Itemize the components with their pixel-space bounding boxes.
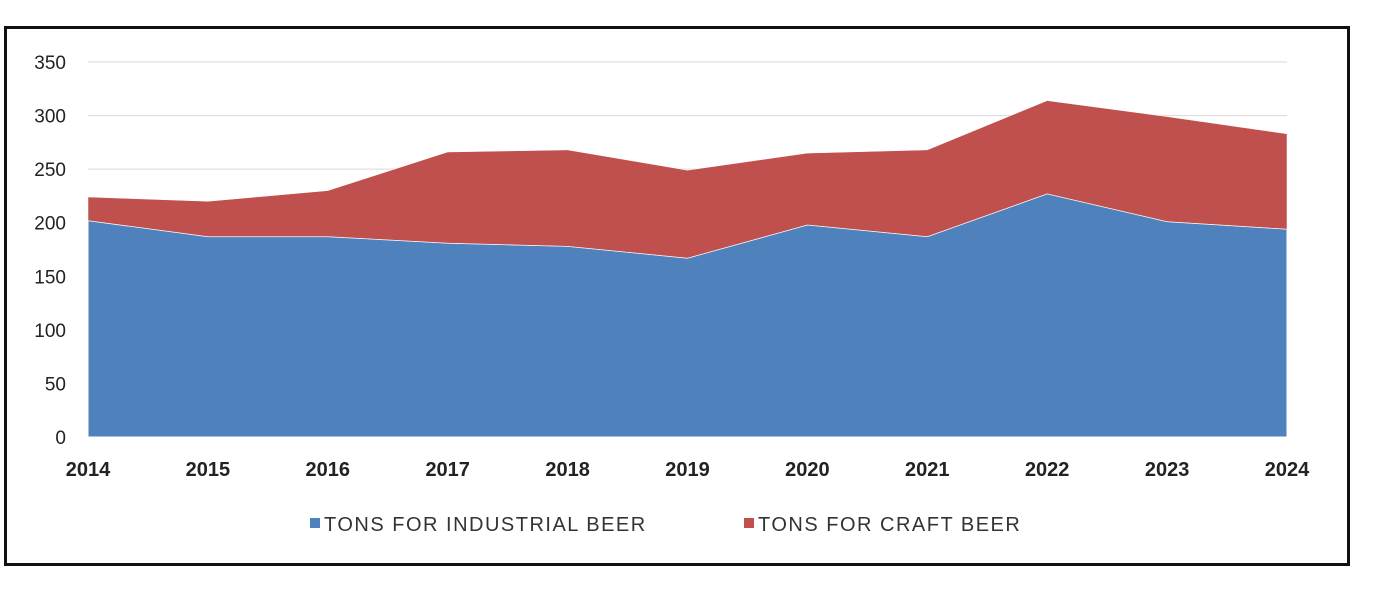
x-tick-label-2019: 2019: [665, 459, 710, 481]
x-tick-label-2017: 2017: [425, 459, 470, 481]
x-axis-ticks: 2014 2015 2016 2017 2018 2019 2020 2021 2022 2023…: [66, 459, 1310, 481]
x-tick-label-2022: 2022: [1025, 459, 1070, 481]
y-axis-ticks: 0 50 100 150 200 250 300 350: [34, 53, 66, 449]
y-tick-label-50: 50: [45, 374, 66, 395]
legend-swatch-1: [310, 518, 320, 528]
area-series: [87, 100, 1288, 438]
x-tick-label-2016: 2016: [306, 459, 351, 481]
area-series-2: [87, 100, 1288, 259]
x-tick-label-2015: 2015: [186, 459, 231, 481]
legend: TONS FOR INDUSTRIAL BEER TONS FOR CRAFT B…: [310, 514, 1021, 536]
legend-swatch-2: [744, 518, 754, 528]
x-tick-label-2020: 2020: [785, 459, 830, 481]
x-tick-label-2024: 2024: [1265, 459, 1310, 481]
x-tick-label-2021: 2021: [905, 459, 950, 481]
y-tick-label-300: 300: [34, 107, 66, 128]
y-tick-label-200: 200: [34, 214, 66, 235]
y-tick-label-250: 250: [34, 160, 66, 181]
legend-label-2: TONS FOR CRAFT BEER: [758, 514, 1021, 536]
x-tick-label-2023: 2023: [1145, 459, 1190, 481]
y-tick-label-350: 350: [34, 53, 66, 74]
y-tick-label-100: 100: [34, 321, 66, 342]
legend-label-1: TONS FOR INDUSTRIAL BEER: [324, 514, 647, 536]
y-tick-label-150: 150: [34, 267, 66, 288]
x-tick-label-2018: 2018: [545, 459, 590, 481]
y-tick-label-0: 0: [55, 428, 66, 449]
x-tick-label-2014: 2014: [66, 459, 111, 481]
